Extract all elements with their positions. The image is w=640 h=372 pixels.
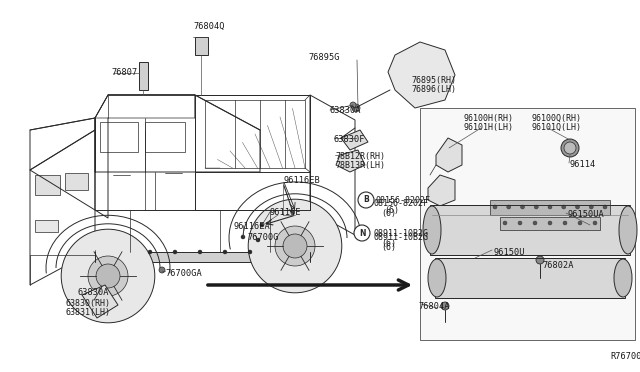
Circle shape	[534, 205, 538, 209]
Polygon shape	[195, 37, 208, 55]
Text: 76895(RH): 76895(RH)	[411, 76, 456, 85]
Circle shape	[283, 234, 307, 258]
Polygon shape	[336, 150, 365, 172]
Text: R767002D: R767002D	[610, 352, 640, 361]
Circle shape	[352, 104, 360, 112]
Text: 76802A: 76802A	[542, 261, 573, 270]
Polygon shape	[139, 62, 148, 90]
Circle shape	[548, 221, 552, 225]
Text: 96101H(LH): 96101H(LH)	[464, 123, 514, 132]
Circle shape	[241, 235, 245, 239]
Circle shape	[563, 221, 567, 225]
Circle shape	[589, 205, 593, 209]
Text: 76700GA: 76700GA	[165, 269, 202, 278]
Polygon shape	[490, 200, 610, 215]
Circle shape	[533, 221, 537, 225]
Text: 63830F: 63830F	[334, 135, 365, 144]
Text: 78B12R(RH): 78B12R(RH)	[335, 152, 385, 161]
Text: 96100Q(RH): 96100Q(RH)	[531, 114, 581, 123]
Circle shape	[148, 250, 152, 254]
Circle shape	[518, 221, 522, 225]
Text: N: N	[359, 228, 365, 237]
Circle shape	[260, 223, 264, 227]
Ellipse shape	[564, 142, 576, 154]
Ellipse shape	[614, 259, 632, 297]
Text: 78B13R(LH): 78B13R(LH)	[335, 161, 385, 170]
Circle shape	[575, 205, 579, 209]
Circle shape	[256, 238, 260, 242]
Circle shape	[562, 205, 566, 209]
Circle shape	[96, 264, 120, 288]
Circle shape	[173, 250, 177, 254]
Text: 63831(LH): 63831(LH)	[66, 308, 111, 317]
Text: (6): (6)	[384, 206, 399, 215]
Circle shape	[593, 221, 597, 225]
Text: 76804Q: 76804Q	[193, 22, 225, 31]
Text: 76807: 76807	[111, 68, 137, 77]
Circle shape	[503, 221, 507, 225]
Text: 76895G: 76895G	[308, 53, 339, 62]
Circle shape	[198, 250, 202, 254]
Text: 96150UA: 96150UA	[567, 210, 604, 219]
Polygon shape	[65, 173, 88, 190]
Circle shape	[248, 250, 252, 254]
Ellipse shape	[423, 206, 441, 254]
Circle shape	[548, 205, 552, 209]
Text: (6): (6)	[381, 209, 396, 218]
Circle shape	[536, 256, 544, 264]
Polygon shape	[95, 252, 310, 262]
Text: 96100H(RH): 96100H(RH)	[464, 114, 514, 123]
Text: 76804A: 76804A	[418, 302, 449, 311]
Text: 63830A: 63830A	[330, 106, 362, 115]
Text: B: B	[363, 196, 369, 205]
Polygon shape	[35, 175, 60, 195]
Text: 96116E: 96116E	[270, 208, 301, 217]
Ellipse shape	[619, 206, 637, 254]
Text: 63830(RH): 63830(RH)	[66, 299, 111, 308]
Text: 96114: 96114	[570, 160, 596, 169]
Circle shape	[493, 205, 497, 209]
Text: (6): (6)	[381, 239, 396, 248]
Text: 96116EA: 96116EA	[233, 222, 269, 231]
Circle shape	[275, 226, 315, 266]
Polygon shape	[428, 175, 455, 206]
Ellipse shape	[428, 259, 446, 297]
Text: 08911-10B2G: 08911-10B2G	[373, 229, 428, 238]
Text: 63830A: 63830A	[78, 288, 109, 297]
Text: 08911-10B2G: 08911-10B2G	[373, 233, 428, 242]
Polygon shape	[82, 285, 118, 318]
Text: 76700G: 76700G	[247, 233, 278, 242]
Circle shape	[159, 267, 165, 273]
Circle shape	[350, 102, 356, 108]
Circle shape	[441, 302, 449, 310]
Polygon shape	[388, 42, 455, 108]
Polygon shape	[435, 258, 625, 298]
Circle shape	[248, 199, 342, 293]
Circle shape	[354, 225, 370, 241]
Circle shape	[223, 250, 227, 254]
Polygon shape	[430, 205, 630, 255]
Circle shape	[507, 205, 511, 209]
Circle shape	[603, 205, 607, 209]
Text: (6): (6)	[381, 243, 396, 252]
Circle shape	[578, 221, 582, 225]
Polygon shape	[35, 220, 58, 232]
Text: 08156-8202F: 08156-8202F	[376, 196, 431, 205]
Text: 08156-8202F: 08156-8202F	[373, 199, 428, 208]
Text: 76896(LH): 76896(LH)	[411, 85, 456, 94]
Polygon shape	[420, 108, 635, 340]
Circle shape	[358, 192, 374, 208]
Polygon shape	[341, 130, 368, 150]
Polygon shape	[500, 217, 600, 230]
Circle shape	[520, 205, 525, 209]
Text: 96150U: 96150U	[494, 248, 525, 257]
Circle shape	[88, 256, 128, 296]
Ellipse shape	[561, 139, 579, 157]
Circle shape	[61, 229, 155, 323]
Polygon shape	[436, 138, 462, 172]
Text: 96116EB: 96116EB	[283, 176, 320, 185]
Text: 96101Q(LH): 96101Q(LH)	[531, 123, 581, 132]
